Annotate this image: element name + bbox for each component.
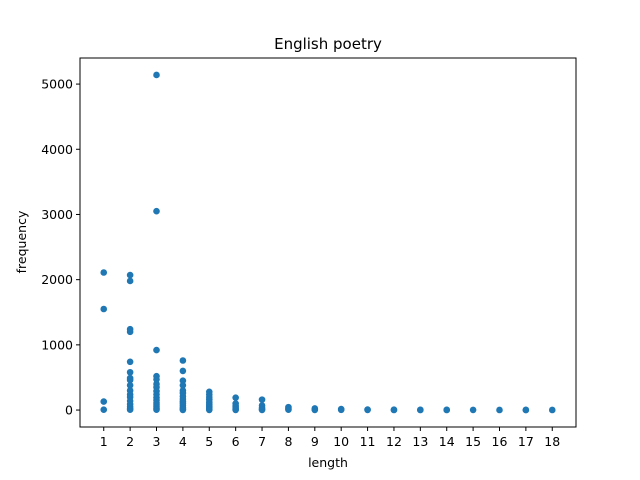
x-tick-label: 1: [100, 434, 108, 449]
plot-area: [100, 71, 556, 414]
data-point: [126, 358, 134, 366]
data-point: [126, 406, 134, 414]
x-tick-label: 16: [492, 434, 508, 449]
x-tick-label: 14: [439, 434, 455, 449]
data-point: [100, 406, 108, 414]
plot-frame: [79, 57, 577, 428]
data-point: [285, 406, 292, 414]
x-tick-label: 15: [465, 434, 481, 449]
data-point: [232, 394, 239, 401]
x-tick-label: 2: [126, 434, 134, 449]
data-point: [100, 398, 108, 405]
x-tick-label: 3: [153, 434, 161, 449]
data-point: [469, 406, 477, 414]
x-tick-label: 4: [179, 434, 187, 449]
x-tick-label: 17: [518, 434, 534, 449]
data-point: [548, 406, 556, 414]
data-point: [179, 367, 187, 375]
data-point: [179, 381, 187, 389]
y-axis: 0 1000 2000 3000 4000 5000: [41, 77, 80, 418]
y-tick-label: 4000: [41, 142, 73, 157]
data-point: [205, 406, 213, 414]
data-point: [311, 406, 319, 414]
chart-title: English poetry: [274, 35, 382, 53]
x-tick-label: 5: [205, 434, 213, 449]
data-point: [337, 406, 345, 414]
x-tick-label: 18: [544, 434, 560, 449]
data-point: [496, 406, 503, 414]
y-tick-label: 0: [65, 403, 73, 418]
y-tick-label: 1000: [41, 337, 73, 352]
data-point: [126, 381, 134, 389]
data-point: [126, 368, 134, 376]
data-point: [126, 277, 134, 285]
x-tick-label: 11: [360, 434, 376, 449]
x-tick-label: 9: [311, 434, 319, 449]
data-point: [126, 271, 134, 279]
x-tick-label: 7: [258, 434, 266, 449]
y-tick-label: 2000: [41, 272, 73, 287]
data-point: [153, 71, 160, 79]
data-point: [100, 305, 108, 313]
data-point: [153, 207, 160, 215]
data-point: [522, 406, 530, 414]
x-axis-label: length: [308, 455, 348, 470]
y-tick-label: 5000: [41, 77, 73, 92]
data-point: [126, 328, 134, 336]
data-point: [258, 406, 266, 414]
data-point: [153, 376, 160, 383]
x-tick-label: 13: [412, 434, 428, 449]
data-point: [258, 396, 266, 403]
x-tick-label: 12: [386, 434, 402, 449]
data-point: [179, 357, 187, 364]
y-axis-label: frequency: [14, 210, 29, 273]
data-point: [390, 406, 398, 414]
y-tick-label: 3000: [41, 207, 73, 222]
data-point: [153, 346, 160, 354]
data-point: [232, 406, 239, 414]
data-point: [153, 406, 160, 414]
x-tick-label: 6: [232, 434, 240, 449]
data-point: [179, 406, 187, 414]
x-tick-label: 8: [284, 434, 292, 449]
x-tick-label: 10: [333, 434, 349, 449]
data-point: [443, 406, 451, 414]
data-point: [364, 406, 371, 414]
data-point: [100, 269, 108, 276]
data-point: [179, 377, 187, 385]
data-point: [126, 376, 134, 384]
x-axis: 1 2 3 4 5 6 7 8 9 10 11 12 13 14 15 16 17 18: [100, 427, 560, 449]
data-point: [417, 406, 424, 414]
